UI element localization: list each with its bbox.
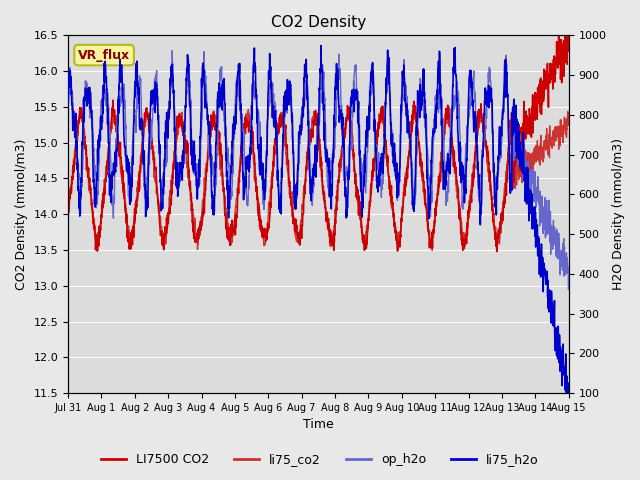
Legend: LI7500 CO2, li75_co2, op_h2o, li75_h2o: LI7500 CO2, li75_co2, op_h2o, li75_h2o: [96, 448, 544, 471]
Text: VR_flux: VR_flux: [78, 48, 130, 61]
X-axis label: Time: Time: [303, 419, 333, 432]
Title: CO2 Density: CO2 Density: [271, 15, 366, 30]
Y-axis label: H2O Density (mmol/m3): H2O Density (mmol/m3): [612, 138, 625, 290]
Y-axis label: CO2 Density (mmol/m3): CO2 Density (mmol/m3): [15, 139, 28, 290]
